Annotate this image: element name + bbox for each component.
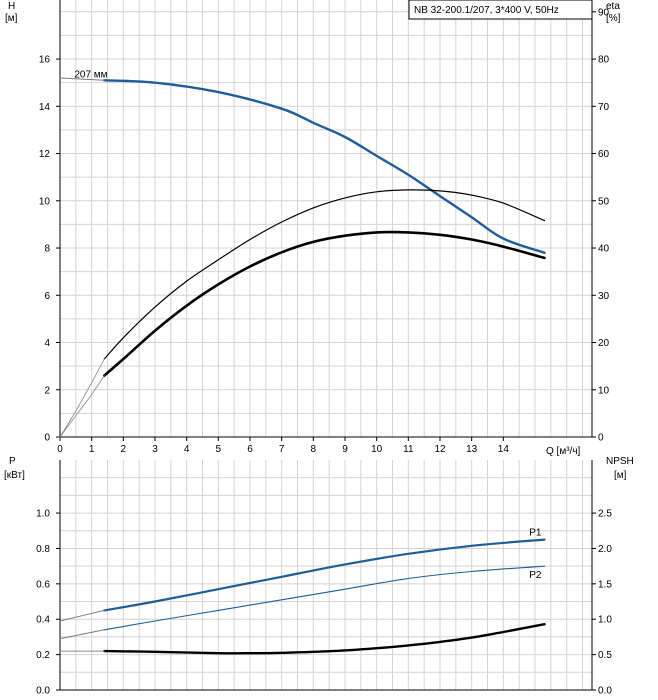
h-axis-label: H bbox=[8, 1, 15, 12]
x-tick-label: 6 bbox=[247, 444, 253, 455]
x-axis-label: Q [м³/ч] bbox=[546, 446, 581, 457]
x-tick-label: 11 bbox=[403, 444, 414, 455]
npsh-axis-label: NPSH bbox=[606, 456, 634, 467]
bot-series-line-0 bbox=[103, 538, 546, 612]
x-tick-label: 0 bbox=[57, 444, 63, 455]
top-right-tick-label: 70 bbox=[598, 102, 610, 113]
x-tick-label: 12 bbox=[434, 444, 446, 455]
bot-left-tick-label: 0.2 bbox=[36, 650, 50, 661]
top-left-tick-label: 14 bbox=[39, 102, 51, 113]
bot-series-line-4 bbox=[103, 623, 546, 655]
bot-right-tick-label: 0.0 bbox=[598, 686, 612, 697]
x-tick-label: 1 bbox=[89, 444, 95, 455]
top-series-line-5 bbox=[59, 375, 105, 438]
top-series-line-0 bbox=[103, 79, 546, 254]
x-tick-label: 5 bbox=[216, 444, 222, 455]
top-right-tick-label: 30 bbox=[598, 291, 610, 302]
chart-title: NB 32-200.1/207, 3*400 V, 50Hz bbox=[414, 5, 559, 16]
top-series-line-2 bbox=[103, 189, 546, 360]
top-left-tick-label: 12 bbox=[39, 149, 51, 160]
bot-left-tick-label: 0.0 bbox=[36, 686, 50, 697]
top-right-tick-label: 10 bbox=[598, 385, 610, 396]
top-left-tick-label: 8 bbox=[44, 244, 50, 255]
bot-left-tick-label: 1.0 bbox=[36, 509, 50, 520]
bot-right-tick-label: 1.5 bbox=[598, 579, 612, 590]
x-tick-label: 8 bbox=[311, 444, 317, 455]
top-series-line-1 bbox=[59, 77, 105, 81]
x-tick-label: 7 bbox=[279, 444, 285, 455]
top-left-tick-label: 4 bbox=[44, 338, 50, 349]
x-tick-label: 3 bbox=[152, 444, 158, 455]
top-series-line-4 bbox=[59, 358, 105, 438]
bot-right-tick-label: 2.0 bbox=[598, 544, 612, 555]
bot-series-line-1 bbox=[103, 565, 546, 631]
eta-axis-unit: [%] bbox=[606, 13, 621, 24]
top-right-tick-label: 60 bbox=[598, 149, 610, 160]
bot-series-label-1: P2 bbox=[529, 570, 542, 581]
p-axis-unit: [кВт] bbox=[4, 470, 25, 481]
bot-right-tick-label: 2.5 bbox=[598, 509, 612, 520]
npsh-axis-unit: [м] bbox=[614, 470, 627, 481]
power-npsh-chart: 0.0 0.2 0.4 0.6 0.8 1.0 0.0 0.5 1.0 1.5 2.0 2.5 P1 P2 bbox=[36, 460, 612, 697]
top-right-tick-label: 0 bbox=[598, 433, 604, 444]
bot-series-label-0: P1 bbox=[529, 528, 542, 539]
x-tick-label: 9 bbox=[342, 444, 348, 455]
eta-axis-label: eta bbox=[606, 1, 620, 12]
top-right-tick-label: 20 bbox=[598, 338, 610, 349]
bot-right-tick-label: 1.0 bbox=[598, 615, 612, 626]
bot-series-line-2 bbox=[59, 609, 105, 622]
title-box bbox=[408, 0, 593, 20]
top-right-tick-label: 90 bbox=[598, 7, 610, 18]
top-series-line-3 bbox=[103, 230, 546, 377]
static-labels: H [м] eta [%] Q [м³/ч] P [кВт] NPSH [м] … bbox=[4, 0, 634, 481]
x-tick-label: 2 bbox=[121, 444, 127, 455]
top-series-label-0: 207 мм bbox=[74, 69, 107, 80]
top-right-tick-label: 50 bbox=[598, 196, 610, 207]
x-tick-label: 13 bbox=[466, 444, 478, 455]
p-axis-label: P bbox=[9, 456, 16, 467]
x-tick-label: 14 bbox=[498, 444, 510, 455]
x-tick-label: 4 bbox=[184, 444, 190, 455]
top-left-tick-label: 10 bbox=[39, 196, 51, 207]
top-right-tick-label: 80 bbox=[598, 55, 610, 66]
top-left-tick-label: 2 bbox=[44, 385, 50, 396]
bot-left-tick-label: 0.8 bbox=[36, 544, 50, 555]
top-left-tick-label: 16 bbox=[39, 55, 51, 66]
top-left-tick-label: 0 bbox=[44, 433, 50, 444]
top-left-tick-label: 6 bbox=[44, 291, 50, 302]
bot-series-line-3 bbox=[59, 629, 105, 640]
x-tick-label: 10 bbox=[371, 444, 383, 455]
top-right-tick-label: 40 bbox=[598, 244, 610, 255]
bot-right-tick-label: 0.5 bbox=[598, 650, 612, 661]
bot-left-tick-label: 0.6 bbox=[36, 579, 50, 590]
bot-left-tick-label: 0.4 bbox=[36, 615, 50, 626]
h-axis-unit: [м] bbox=[5, 13, 18, 24]
